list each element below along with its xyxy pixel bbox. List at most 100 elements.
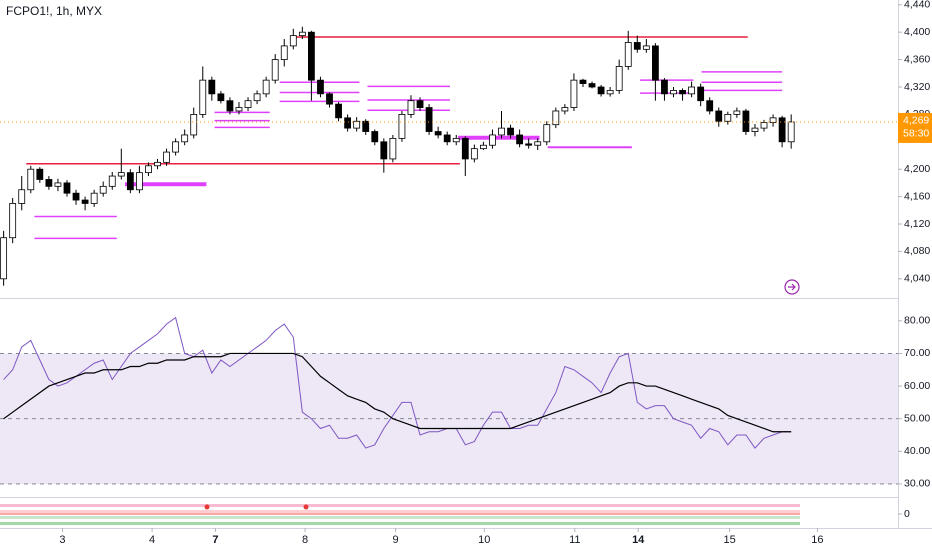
candle-body <box>99 185 107 194</box>
candle-body <box>606 90 614 95</box>
candle-body <box>181 134 189 143</box>
candle-body <box>81 199 89 204</box>
candle-body <box>570 79 578 108</box>
x-tick-label: 11 <box>569 534 580 546</box>
candle-body <box>45 179 53 187</box>
candle-body <box>733 110 741 115</box>
candle-body <box>308 31 315 81</box>
candle-body <box>697 86 705 102</box>
candle-body <box>434 131 442 136</box>
candle-body <box>633 42 641 50</box>
candle-body <box>407 100 415 115</box>
candle-body <box>54 182 62 187</box>
candle-body <box>126 172 134 191</box>
candle-body <box>651 45 659 81</box>
candle-body <box>579 79 587 84</box>
candle-body <box>244 100 252 108</box>
replay-circle[interactable] <box>784 279 800 295</box>
candle-body <box>398 114 406 139</box>
candle-body <box>380 141 388 160</box>
series-line <box>3 352 792 433</box>
candle-body <box>661 79 668 95</box>
candle-body <box>271 59 279 81</box>
y-tick-label: 4,040 <box>904 273 930 285</box>
indicator-band <box>0 504 800 507</box>
candle-body <box>253 93 261 102</box>
y-tick-label: 4,160 <box>904 190 930 202</box>
candle-body <box>262 79 270 95</box>
candle-body <box>226 100 234 112</box>
candle-body <box>615 66 623 91</box>
y-tick-label: 4,360 <box>904 53 930 65</box>
candle-body <box>778 117 786 143</box>
candle-body <box>507 127 514 136</box>
candle-body <box>154 161 161 167</box>
candle-body <box>235 107 243 112</box>
chart-title: FCPO1!, 1h, MYX <box>6 4 102 18</box>
candle-body <box>787 121 795 143</box>
replay-arrow[interactable] <box>788 283 796 291</box>
candle-body <box>416 100 424 108</box>
candle-body <box>597 86 605 95</box>
candle-body <box>344 117 352 129</box>
candle-body <box>298 31 306 37</box>
x-tick-label: 10 <box>478 534 490 546</box>
candle-body <box>0 237 8 280</box>
candle-body <box>706 100 714 112</box>
x-tick-label: 4 <box>149 534 155 546</box>
candle-body <box>489 134 496 146</box>
indicator-dot <box>303 504 309 510</box>
candle-body <box>543 124 551 143</box>
candle-body <box>452 137 460 143</box>
candle-body <box>27 168 35 191</box>
y-tick-label: 30.00 <box>904 478 930 490</box>
candle-body <box>199 79 207 115</box>
candle-body <box>117 172 125 177</box>
x-tick-label: 16 <box>811 534 823 546</box>
candle-body <box>724 114 732 122</box>
x-tick-label: 14 <box>632 534 645 546</box>
candle-body <box>72 192 80 201</box>
candle-body <box>769 117 777 124</box>
candle-body <box>498 127 505 136</box>
candle-body <box>751 127 759 132</box>
candle-body <box>9 203 17 239</box>
y-tick-label: 50.00 <box>904 412 930 424</box>
candle-body <box>588 83 596 88</box>
candle-body <box>335 103 342 119</box>
y-tick-label: 4,080 <box>904 245 930 257</box>
x-tick-label: 7 <box>212 534 218 546</box>
y-tick-label: 4,320 <box>904 81 930 93</box>
indicator-band <box>0 510 800 513</box>
last-price-box <box>898 112 932 143</box>
indicator-band <box>0 522 800 525</box>
candle-body <box>642 45 650 50</box>
candle-body <box>670 90 677 95</box>
candle-body <box>679 90 686 95</box>
candle-body <box>280 45 288 60</box>
candle-body <box>217 93 225 102</box>
candle-body <box>18 189 26 204</box>
x-tick-label: 9 <box>393 534 399 546</box>
candle-body <box>760 122 768 129</box>
y-tick-label: 4,200 <box>904 163 930 175</box>
indicator-dot <box>204 504 210 510</box>
last-price-label: 4,269 <box>903 115 929 127</box>
y-tick-label: 0 <box>904 508 910 520</box>
replay-icon[interactable] <box>784 279 800 295</box>
candle-body <box>63 182 71 194</box>
candle-body <box>479 144 487 150</box>
candle-body <box>516 134 524 145</box>
candle-body <box>525 143 533 146</box>
x-tick-label: 15 <box>724 534 736 546</box>
candle-body <box>688 86 696 95</box>
candle-body <box>208 79 216 95</box>
candle-body <box>90 192 98 204</box>
candle-body <box>461 137 469 160</box>
candle-body <box>371 131 379 143</box>
y-tick-label: 4,120 <box>904 218 930 230</box>
main-pane <box>0 26 795 286</box>
y-tick-label: 70.00 <box>904 347 930 359</box>
candle-body <box>534 141 542 146</box>
